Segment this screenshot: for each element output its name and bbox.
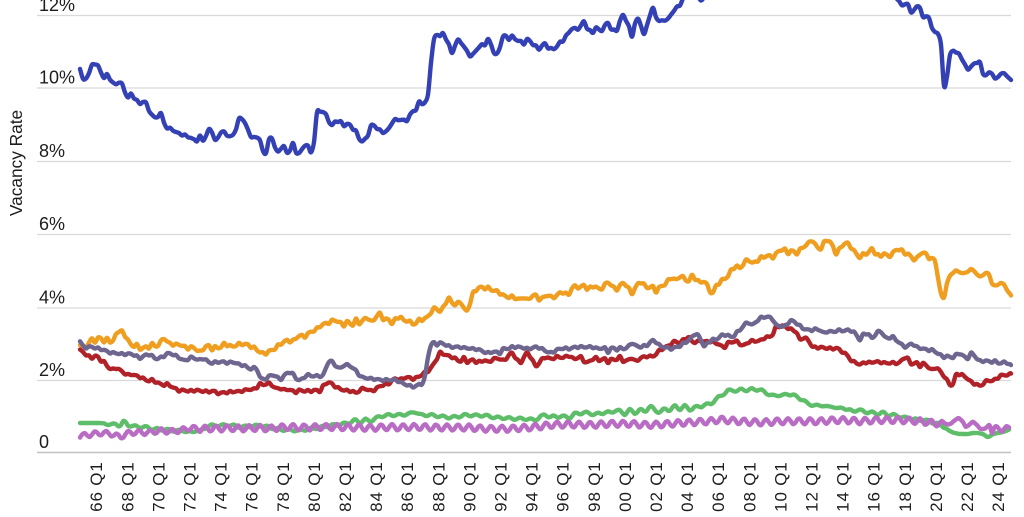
svg-text:80 Q1: 80 Q1 xyxy=(305,462,324,512)
svg-text:88 Q1: 88 Q1 xyxy=(429,462,448,512)
svg-text:06 Q1: 06 Q1 xyxy=(709,462,728,512)
svg-text:16 Q1: 16 Q1 xyxy=(865,462,884,512)
svg-text:20 Q1: 20 Q1 xyxy=(927,462,946,512)
svg-text:12%: 12% xyxy=(39,0,75,15)
svg-text:92 Q1: 92 Q1 xyxy=(492,462,511,512)
svg-text:66 Q1: 66 Q1 xyxy=(87,462,106,512)
svg-text:00 Q1: 00 Q1 xyxy=(616,462,635,512)
svg-text:Vacancy Rate: Vacancy Rate xyxy=(6,110,26,216)
svg-text:02 Q1: 02 Q1 xyxy=(647,462,666,512)
svg-text:78 Q1: 78 Q1 xyxy=(274,462,293,512)
svg-text:82 Q1: 82 Q1 xyxy=(336,462,355,512)
svg-text:2%: 2% xyxy=(39,360,65,380)
svg-text:12 Q1: 12 Q1 xyxy=(803,462,822,512)
svg-text:76 Q1: 76 Q1 xyxy=(243,462,262,512)
svg-text:86 Q1: 86 Q1 xyxy=(398,462,417,512)
svg-text:4%: 4% xyxy=(39,288,65,308)
svg-text:14 Q1: 14 Q1 xyxy=(834,462,853,512)
svg-text:18 Q1: 18 Q1 xyxy=(896,462,915,512)
svg-text:96 Q1: 96 Q1 xyxy=(554,462,573,512)
svg-text:90 Q1: 90 Q1 xyxy=(460,462,479,512)
svg-text:08 Q1: 08 Q1 xyxy=(740,462,759,512)
svg-text:0: 0 xyxy=(39,432,49,452)
svg-text:10 Q1: 10 Q1 xyxy=(771,462,790,512)
svg-text:04 Q1: 04 Q1 xyxy=(678,462,697,512)
svg-text:24 Q1: 24 Q1 xyxy=(989,462,1008,512)
svg-text:98 Q1: 98 Q1 xyxy=(585,462,604,512)
svg-text:10%: 10% xyxy=(39,68,75,88)
svg-text:72 Q1: 72 Q1 xyxy=(181,462,200,512)
svg-text:6%: 6% xyxy=(39,214,65,234)
svg-text:94 Q1: 94 Q1 xyxy=(523,462,542,512)
svg-text:68 Q1: 68 Q1 xyxy=(118,462,137,512)
svg-text:22 Q1: 22 Q1 xyxy=(958,462,977,512)
svg-text:8%: 8% xyxy=(39,141,65,161)
svg-text:84 Q1: 84 Q1 xyxy=(367,462,386,512)
svg-text:70 Q1: 70 Q1 xyxy=(149,462,168,512)
svg-text:74 Q1: 74 Q1 xyxy=(212,462,231,512)
